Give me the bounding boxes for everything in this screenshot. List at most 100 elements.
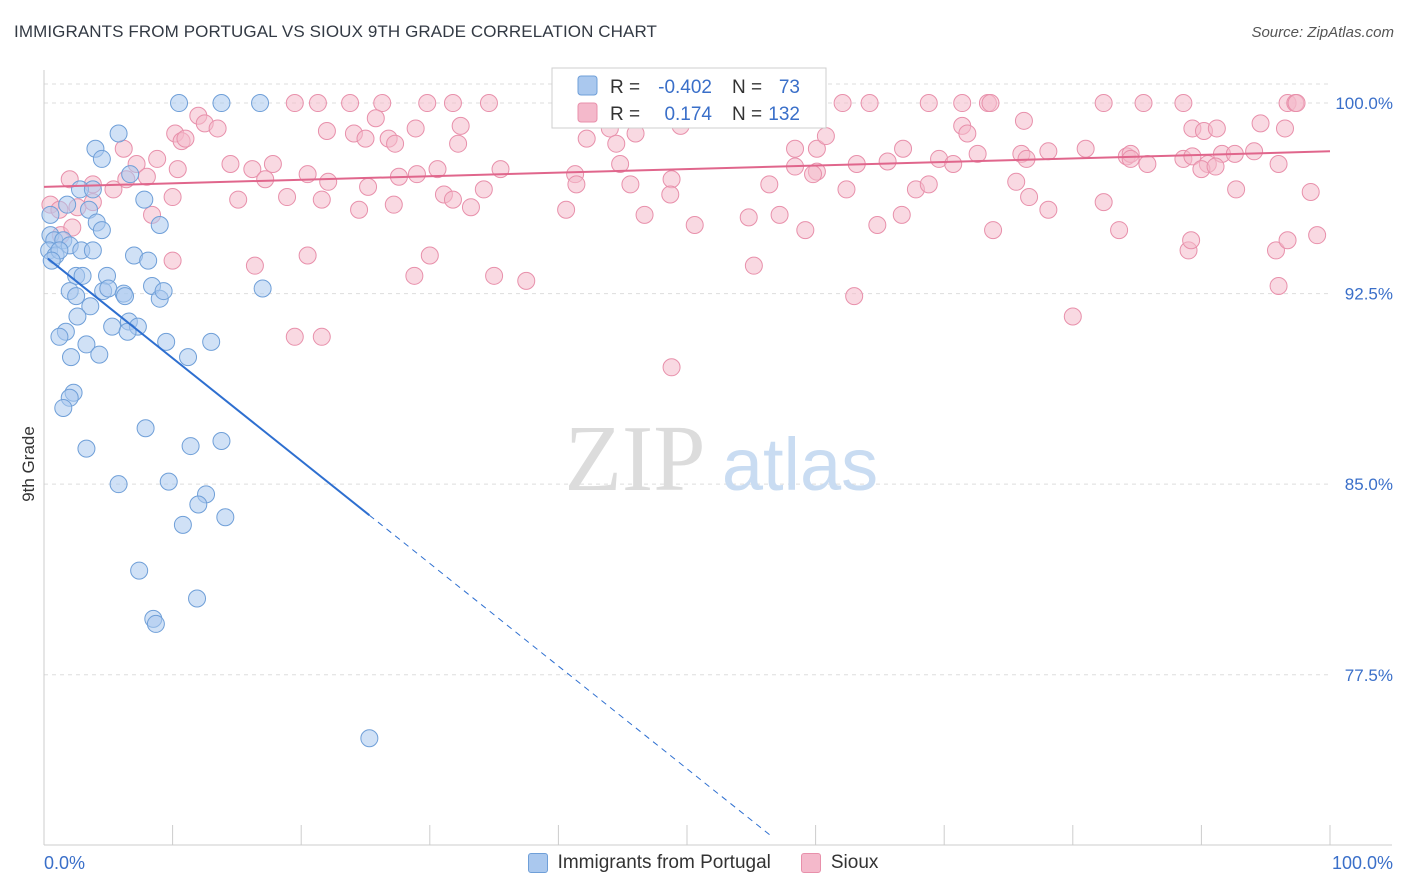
sioux-point [1245,142,1264,161]
portugal-point [67,287,86,306]
axes [43,70,1392,846]
sioux-point [796,221,815,240]
sioux-point [919,175,938,194]
sioux-point [1269,276,1288,295]
sioux-point [350,200,369,219]
n-value: 73 [779,77,800,98]
x-tick-label: 0.0% [44,853,85,873]
sioux-points [41,94,1327,377]
y-tick-label: 92.5% [1345,285,1393,304]
sioux-point [958,124,977,143]
sioux-point [804,165,823,184]
portugal-point [181,437,200,456]
sioux-point [405,266,424,285]
sioux-point [607,134,626,153]
portugal-points [40,94,379,748]
sioux-point [1206,157,1225,176]
sioux-point [816,127,835,146]
sioux-point [278,188,297,207]
sioux-point [981,94,1000,113]
portugal-point [83,180,102,199]
n-label: N = [732,77,762,98]
chart-title: IMMIGRANTS FROM PORTUGAL VS SIOUX 9TH GR… [14,22,658,41]
sioux-point [1227,180,1246,199]
legend-label: Sioux [830,852,879,873]
portugal-point [54,398,73,417]
x-tick-label: 100.0% [1332,853,1393,873]
portugal-point [109,475,128,494]
portugal-point [103,317,122,336]
sioux-point [373,94,392,113]
sioux-point [312,327,331,346]
pink-square-swatch [800,853,821,873]
portugal-point [202,332,221,351]
sioux-point [485,266,504,285]
series-legend: Immigrants from Portugal Sioux [0,852,1406,874]
portugal-point [83,241,102,260]
sioux-point [1094,94,1113,113]
sioux-point [1039,142,1058,161]
sioux-point [420,246,439,265]
sioux-point [137,167,156,186]
sioux-point [407,165,426,184]
sioux-point [1014,111,1033,130]
grid [44,83,1330,676]
sioux-point [1182,231,1201,250]
sioux-point [245,256,264,275]
sioux-point [1183,147,1202,166]
sioux-point [1121,149,1140,168]
portugal-point [92,221,111,240]
sioux-point [1007,172,1026,191]
sioux-point [319,172,338,191]
sioux-point [1110,221,1129,240]
portugal-point [68,307,87,326]
sioux-point [984,221,1003,240]
portugal-point [212,94,231,113]
blue-square-swatch [577,75,598,96]
sioux-point [428,160,447,179]
sioux-point [770,205,789,224]
sioux-point [263,155,282,174]
sioux-point [1278,231,1297,250]
sioux-point [418,94,437,113]
sioux-point [1076,139,1095,158]
r-value: 0.174 [664,104,712,125]
sioux-point [807,139,826,158]
sioux-point [786,139,805,158]
sioux-point [557,200,576,219]
r-label: R = [610,77,640,98]
sioux-point [1308,226,1327,245]
sioux-point [451,116,470,135]
sioux-point [114,139,133,158]
portugal-point [130,561,149,580]
r-label: R = [610,104,640,125]
sioux-point [243,160,262,179]
portugal-point [81,297,100,316]
portugal-point [170,94,189,113]
sioux-point [621,175,640,194]
portugal-point [77,335,96,354]
sioux-point [517,271,536,290]
sioux-point [837,180,856,199]
sioux-point [148,149,167,168]
sioux-point [878,152,897,171]
portugal-trend-line [47,257,370,516]
sioux-point [1301,182,1320,201]
n-value: 132 [768,104,800,125]
watermark-atlas: atlas [722,423,878,506]
sioux-point [406,119,425,138]
sioux-point [944,155,963,174]
sioux-point [298,165,317,184]
sioux-point [845,287,864,306]
sioux-point [386,134,405,153]
sioux-point [63,218,82,237]
portugal-point [173,515,192,534]
sioux-point [285,94,304,113]
legend-item-portugal: Immigrants from Portugal [527,852,771,874]
portugal-point [99,279,118,298]
y-tick-label: 85.0% [1345,475,1393,494]
sioux-point [163,251,182,270]
sioux-point [256,170,275,189]
sioux-point [341,94,360,113]
sioux-point [168,160,187,179]
